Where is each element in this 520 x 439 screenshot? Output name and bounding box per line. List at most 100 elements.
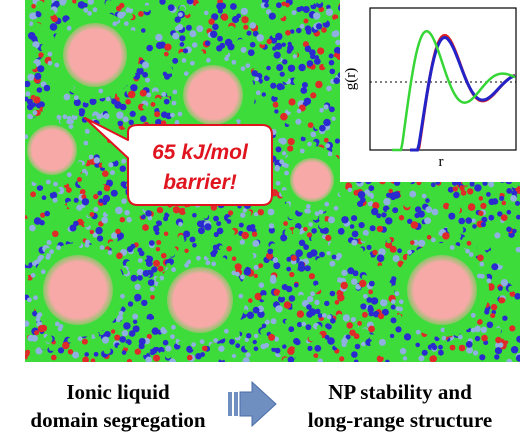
particle — [216, 239, 222, 245]
particle — [286, 285, 293, 293]
particle — [335, 177, 341, 183]
particle — [317, 358, 323, 362]
particle — [105, 96, 111, 102]
particle — [243, 268, 251, 276]
particle — [495, 336, 502, 344]
particle — [323, 118, 331, 127]
particle — [284, 203, 290, 208]
particle — [247, 261, 254, 268]
particle — [351, 351, 358, 358]
particle — [128, 1, 135, 9]
particle — [126, 358, 132, 362]
particle — [45, 255, 51, 260]
particle — [477, 254, 484, 262]
particle — [72, 337, 77, 342]
particle — [51, 15, 58, 23]
particle — [97, 190, 103, 196]
particle — [257, 310, 265, 318]
particle — [242, 208, 248, 213]
particle — [240, 7, 248, 16]
particle — [390, 193, 397, 201]
particle — [293, 348, 301, 356]
particle — [329, 106, 335, 113]
particle — [195, 353, 202, 360]
particle — [510, 346, 519, 354]
particle — [471, 218, 476, 223]
particle — [329, 268, 335, 274]
particle — [486, 321, 494, 329]
particle — [213, 215, 219, 222]
particle — [132, 257, 140, 265]
particle — [116, 317, 121, 323]
particle — [121, 11, 126, 17]
particle — [141, 299, 148, 307]
particle — [487, 250, 493, 256]
particle — [27, 355, 35, 362]
particle — [432, 345, 437, 351]
particle — [322, 149, 327, 155]
particle — [44, 210, 50, 217]
particle — [132, 313, 139, 320]
particle — [33, 223, 42, 231]
particle — [213, 338, 219, 343]
particle — [300, 136, 306, 142]
particle — [470, 260, 476, 265]
particle — [130, 72, 136, 78]
particle — [495, 327, 502, 334]
particle — [513, 259, 519, 265]
particle — [261, 92, 266, 97]
particle — [360, 303, 367, 310]
particle — [103, 113, 110, 120]
particle — [319, 107, 324, 113]
particle — [102, 17, 108, 22]
particle — [157, 14, 163, 20]
particle — [377, 265, 383, 271]
particle — [191, 257, 196, 262]
particle — [465, 341, 473, 348]
particle — [128, 14, 134, 20]
particle — [370, 297, 379, 305]
particle — [478, 210, 484, 216]
particle — [206, 253, 212, 258]
particle — [102, 194, 111, 203]
particle — [157, 225, 165, 233]
particle — [189, 223, 197, 231]
particle — [345, 334, 351, 340]
particle — [88, 341, 95, 348]
particle — [361, 328, 369, 336]
particle — [494, 347, 503, 355]
particle — [32, 110, 38, 116]
particle — [186, 345, 194, 353]
particle — [314, 211, 320, 217]
particle — [99, 330, 104, 336]
particle — [503, 335, 509, 341]
particle — [214, 256, 219, 262]
particle — [47, 51, 53, 57]
particle — [442, 232, 450, 240]
particle — [262, 62, 268, 68]
particle — [319, 40, 327, 48]
particle — [240, 46, 247, 53]
particle — [120, 293, 125, 299]
particle — [241, 16, 249, 24]
particle — [290, 255, 297, 261]
particle — [386, 192, 391, 198]
particle — [144, 77, 151, 83]
particle — [234, 263, 242, 271]
particle — [101, 179, 107, 185]
particle — [142, 104, 147, 110]
particle — [324, 75, 332, 83]
particle — [480, 230, 485, 236]
particle — [509, 291, 516, 297]
particle — [316, 257, 324, 266]
particle — [83, 221, 90, 228]
particle — [138, 0, 146, 7]
particle — [218, 22, 226, 30]
particle — [54, 62, 60, 68]
particle — [78, 111, 85, 117]
particle — [87, 0, 95, 5]
particle — [163, 51, 169, 57]
particle — [37, 65, 45, 73]
particle — [33, 217, 42, 225]
particle — [163, 216, 169, 222]
